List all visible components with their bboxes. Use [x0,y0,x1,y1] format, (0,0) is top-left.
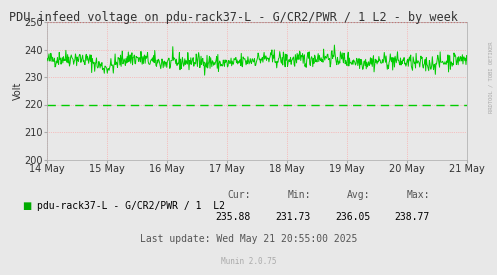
Text: RRDTOOL / TOBI OETIKER: RRDTOOL / TOBI OETIKER [489,41,494,113]
Text: 231.73: 231.73 [275,212,311,222]
Text: Min:: Min: [287,190,311,200]
Text: 238.77: 238.77 [395,212,430,222]
Text: pdu-rack37-L - G/CR2/PWR / 1  L2: pdu-rack37-L - G/CR2/PWR / 1 L2 [37,201,225,211]
Text: ■: ■ [22,201,32,211]
Text: 236.05: 236.05 [335,212,370,222]
Text: 235.88: 235.88 [216,212,251,222]
Text: Cur:: Cur: [228,190,251,200]
Text: Last update: Wed May 21 20:55:00 2025: Last update: Wed May 21 20:55:00 2025 [140,234,357,244]
Text: PDU infeed voltage on pdu-rack37-L - G/CR2/PWR / 1 L2 - by week: PDU infeed voltage on pdu-rack37-L - G/C… [9,11,458,24]
Text: Avg:: Avg: [347,190,370,200]
Text: Max:: Max: [407,190,430,200]
Y-axis label: Volt: Volt [13,82,23,100]
Text: Munin 2.0.75: Munin 2.0.75 [221,257,276,266]
